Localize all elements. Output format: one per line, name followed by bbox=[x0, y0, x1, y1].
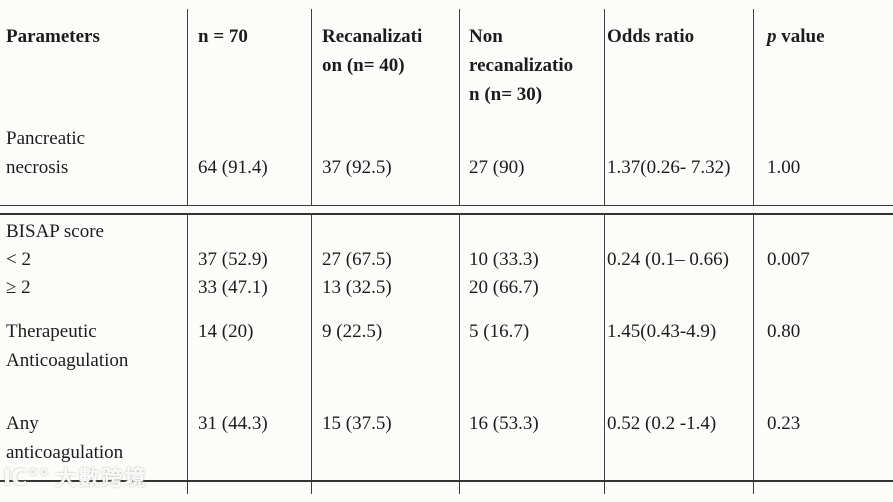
bisap-gte2-label: ≥ 2 bbox=[6, 277, 31, 298]
bisap-lt2-label: < 2 bbox=[6, 249, 31, 270]
cell-pancreatic-p-value: 1.00 bbox=[753, 120, 893, 205]
cell-bisap-n70-gte2: 33 (47.1) bbox=[198, 277, 268, 298]
cell-therapeutic-p-value: 0.80 bbox=[753, 307, 893, 397]
cell-any-n70: 31 (44.3) bbox=[187, 397, 311, 480]
row-label-any-anticoagulation: Any anticoagulation bbox=[0, 397, 187, 480]
cell-any-non-recanalization: 16 (53.3) bbox=[459, 397, 604, 480]
cell-bisap-odds-ratio: 0.24 (0.1– 0.66) bbox=[604, 215, 753, 307]
watermark-logo: IC°° bbox=[3, 466, 50, 491]
row-label-line1: Therapeutic bbox=[6, 321, 97, 342]
col-header-odds-ratio: Odds ratio bbox=[604, 9, 753, 120]
cell-bisap-recanalization-lt2: 27 (67.5) bbox=[322, 249, 392, 270]
col-header-non-recanalization-line1: Non bbox=[469, 26, 503, 47]
table-row-therapeutic-anticoagulation: Therapeutic Anticoagulation 14 (20) 9 (2… bbox=[0, 307, 893, 397]
cell-bisap-non-recanalization-gte2: 20 (66.7) bbox=[469, 277, 539, 298]
cell-therapeutic-non-recanalization: 5 (16.7) bbox=[459, 307, 604, 397]
row-label-line1: Any bbox=[6, 413, 39, 434]
row-label-bisap: BISAP score < 2 ≥ 2 bbox=[0, 215, 187, 307]
col-header-parameters: Parameters bbox=[6, 26, 100, 47]
col-header-recanalization-line1: Recanalizati bbox=[322, 26, 423, 47]
cell-bisap-non-recanalization: 10 (33.3) 20 (66.7) bbox=[459, 215, 604, 307]
watermark: IC°° 大數跨境 bbox=[3, 464, 147, 493]
cell-bisap-p-value: 0.007 bbox=[753, 215, 893, 307]
cell-therapeutic-n70: 14 (20) bbox=[187, 307, 311, 397]
col-header-recanalization: Recanalizati on (n= 40) bbox=[311, 9, 459, 120]
cell-any-p-value: 0.23 bbox=[753, 397, 893, 480]
p-value-italic-p: p bbox=[767, 26, 777, 47]
bottom-border-stubs bbox=[0, 482, 893, 494]
cell-therapeutic-recanalization: 9 (22.5) bbox=[311, 307, 459, 397]
section-divider-double-rule bbox=[0, 205, 893, 215]
row-label-pancreatic-necrosis: Pancreatic necrosis bbox=[0, 120, 187, 205]
table-row-bisap-score: BISAP score < 2 ≥ 2 37 (52.9) 33 (47.1) … bbox=[0, 215, 893, 307]
cell-bisap-recanalization-gte2: 13 (32.5) bbox=[322, 277, 392, 298]
row-label-line2: Anticoagulation bbox=[6, 350, 129, 371]
cell-pancreatic-recanalization: 37 (92.5) bbox=[311, 120, 459, 205]
bisap-title: BISAP score bbox=[6, 221, 104, 242]
row-label-line1: Pancreatic bbox=[6, 128, 86, 149]
col-header-non-recanalization-line3: n (n= 30) bbox=[469, 84, 543, 105]
col-header-n70: n = 70 bbox=[187, 9, 311, 120]
watermark-text: 大數跨境 bbox=[55, 466, 148, 490]
col-header-p-value: p value bbox=[753, 9, 893, 120]
cell-bisap-non-recanalization-lt2: 10 (33.3) bbox=[469, 249, 539, 270]
cell-pancreatic-non-recanalization: 27 (90) bbox=[459, 120, 604, 205]
cell-any-recanalization: 15 (37.5) bbox=[311, 397, 459, 480]
cell-any-odds-ratio: 0.52 (0.2 -1.4) bbox=[604, 397, 753, 480]
cell-pancreatic-odds-ratio: 1.37(0.26- 7.32) bbox=[604, 120, 753, 205]
cell-bisap-n70-lt2: 37 (52.9) bbox=[198, 249, 268, 270]
table-row-pancreatic-necrosis: Pancreatic necrosis 64 (91.4) 37 (92.5) … bbox=[0, 120, 893, 205]
table-header-row: Parameters n = 70 Recanalizati on (n= 40… bbox=[0, 9, 893, 120]
cell-therapeutic-odds-ratio: 1.45(0.43-4.9) bbox=[604, 307, 753, 397]
table-row-any-anticoagulation: Any anticoagulation 31 (44.3) 15 (37.5) … bbox=[0, 397, 893, 482]
cell-bisap-n70: 37 (52.9) 33 (47.1) bbox=[187, 215, 311, 307]
p-value-rest: value bbox=[776, 26, 825, 47]
col-header-non-recanalization-line2: recanalizatio bbox=[469, 55, 574, 76]
cell-pancreatic-n70: 64 (91.4) bbox=[187, 120, 311, 205]
row-label-line2: necrosis bbox=[6, 157, 69, 178]
row-label-therapeutic-anticoagulation: Therapeutic Anticoagulation bbox=[0, 307, 187, 397]
row-label-line2: anticoagulation bbox=[6, 442, 124, 463]
cell-bisap-recanalization: 27 (67.5) 13 (32.5) bbox=[311, 215, 459, 307]
col-header-recanalization-line2: on (n= 40) bbox=[322, 55, 405, 76]
col-header-non-recanalization: Non recanalizatio n (n= 30) bbox=[459, 9, 604, 120]
